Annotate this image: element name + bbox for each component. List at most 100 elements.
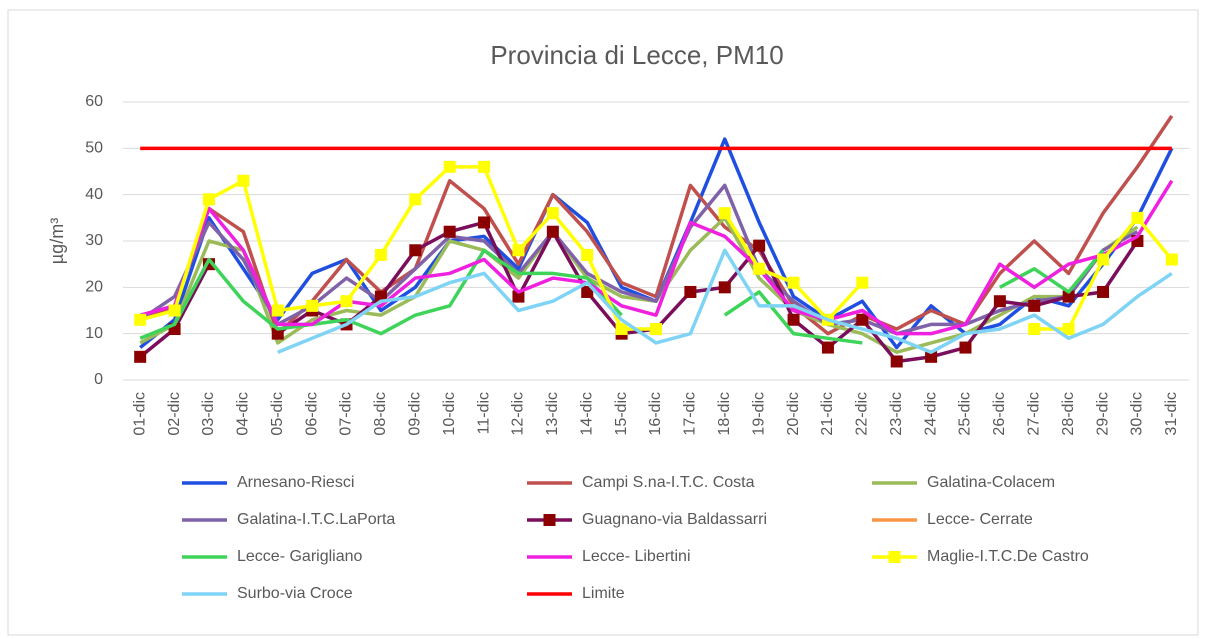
x-tick-label: 17-dic [682, 392, 699, 436]
legend-label: Limite [582, 585, 625, 602]
series-marker [512, 244, 525, 257]
x-tick-label: 10-dic [441, 392, 458, 436]
y-tick-label: 20 [85, 279, 103, 296]
x-tick-label: 28-dic [1060, 392, 1077, 436]
x-tick-label: 25-dic [957, 392, 974, 436]
x-tick-label: 01-dic [131, 392, 148, 436]
series-marker [1028, 299, 1041, 312]
series-marker [581, 285, 594, 298]
series-marker [306, 299, 319, 312]
y-tick-label: 50 [85, 140, 103, 157]
series-marker [374, 248, 387, 261]
x-tick-label: 24-dic [922, 392, 939, 436]
series-line [139, 179, 1174, 336]
x-tick-label: 19-dic [750, 392, 767, 436]
x-tick-label: 22-dic [854, 392, 871, 436]
legend-label: Guagnano-via Baldassarri [582, 511, 767, 528]
series-marker [478, 160, 491, 173]
x-tick-label: 20-dic [785, 392, 802, 436]
x-tick-label: 09-dic [407, 392, 424, 436]
series-marker [925, 350, 938, 363]
legend-marker [543, 514, 556, 526]
x-tick-label: 18-dic [716, 392, 733, 436]
series-marker [1028, 323, 1041, 336]
series-marker [1062, 323, 1075, 336]
x-tick-label: 16-dic [647, 392, 664, 436]
x-tick-label: 08-dic [372, 392, 389, 436]
y-axis-label: µg/m³ [47, 218, 67, 264]
y-tick-label: 30 [85, 232, 103, 249]
y-tick-label: 0 [94, 371, 103, 388]
series-marker [512, 290, 525, 303]
series-marker [271, 304, 284, 317]
x-tick-label: 26-dic [991, 392, 1008, 436]
x-tick-label: 05-dic [269, 392, 286, 436]
legend-label: Lecce- Garigliano [237, 548, 363, 565]
chart-title: Provincia di Lecce, PM10 [490, 40, 783, 70]
x-tick-label: 30-dic [1129, 392, 1146, 436]
series-marker [237, 174, 250, 187]
legend-label: Galatina-I.T.C.LaPorta [237, 511, 395, 528]
series-marker [753, 262, 766, 275]
series-line [139, 248, 1105, 345]
x-tick-label: 03-dic [200, 392, 217, 436]
x-tick-label: 27-dic [1025, 392, 1042, 436]
legend-marker [888, 551, 901, 563]
series-marker [787, 276, 800, 289]
series-marker [993, 295, 1006, 308]
series-marker [443, 225, 456, 238]
x-tick-label: 02-dic [166, 392, 183, 436]
series-marker [581, 248, 594, 261]
x-tick-label: 06-dic [303, 392, 320, 436]
x-tick-label: 13-dic [544, 392, 561, 436]
series-marker [650, 323, 662, 336]
series-marker [1062, 290, 1075, 303]
y-tick-label: 60 [85, 93, 103, 110]
legend-label: Galatina-Colacem [927, 474, 1055, 491]
x-tick-label: 15-dic [613, 392, 630, 436]
series-line [277, 248, 1173, 354]
x-tick-label: 29-dic [1094, 392, 1111, 436]
series-marker [134, 313, 147, 326]
series-marker [1165, 253, 1178, 266]
x-tick-label: 21-dic [819, 392, 836, 436]
legend-label: Surbo-via Croce [237, 585, 353, 602]
series-marker [478, 216, 491, 229]
series-marker [856, 313, 869, 326]
series-marker [1131, 211, 1144, 224]
series-marker [443, 160, 456, 173]
series-marker [753, 239, 766, 252]
legend-label: Lecce- Libertini [582, 548, 691, 565]
x-tick-label: 07-dic [338, 392, 355, 436]
series-marker [271, 327, 284, 340]
y-tick-label: 10 [85, 325, 103, 342]
series-marker [546, 225, 559, 238]
series-marker [890, 355, 903, 368]
series-marker [856, 276, 869, 289]
series-marker [787, 313, 800, 326]
x-tick-label: 12-dic [510, 392, 527, 436]
legend-label: Lecce- Cerrate [927, 511, 1033, 528]
series-marker [340, 295, 353, 308]
legend-label: Campi S.na-I.T.C. Costa [582, 474, 755, 491]
series-marker [718, 207, 731, 220]
series-marker [821, 341, 834, 354]
series-marker [168, 304, 181, 317]
x-tick-label: 14-dic [578, 392, 595, 436]
x-tick-label: 04-dic [235, 392, 252, 436]
series-marker [409, 244, 422, 257]
series-marker [684, 285, 697, 298]
x-tick-label: 31-dic [1163, 392, 1180, 436]
series-marker [202, 193, 215, 206]
series-marker [134, 350, 147, 363]
legend-label: Arnesano-Riesci [237, 474, 354, 491]
x-tick-label: 11-dic [475, 392, 492, 434]
series-marker [1097, 285, 1110, 298]
series-marker [959, 341, 972, 354]
series-marker [546, 207, 559, 220]
series-marker [409, 193, 422, 206]
series-marker [615, 323, 628, 336]
y-tick-label: 40 [85, 186, 103, 203]
legend-label: Maglie-I.T.C.De Castro [927, 548, 1089, 565]
